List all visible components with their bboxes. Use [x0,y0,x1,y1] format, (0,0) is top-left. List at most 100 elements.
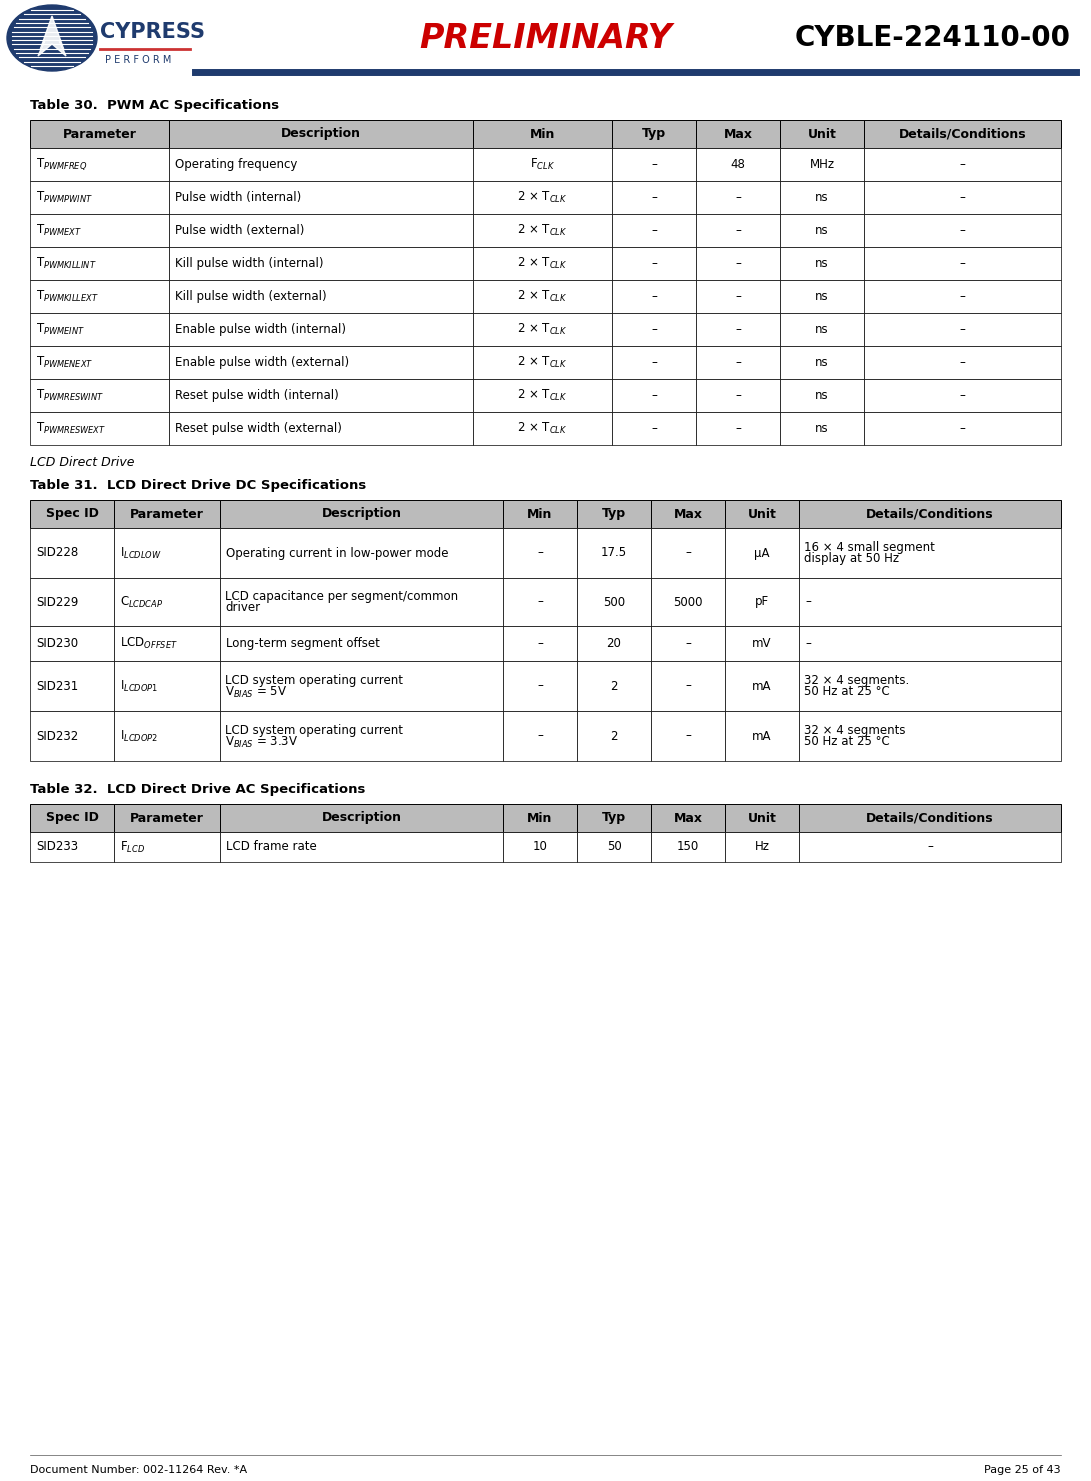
Bar [696,280,780,312]
Bar [503,626,577,661]
Text: LCD capacitance per segment/common: LCD capacitance per segment/common [225,589,458,603]
Bar [473,412,612,444]
Text: Description: Description [322,812,401,825]
Text: 32 × 4 segments.: 32 × 4 segments. [804,674,909,687]
Text: –: – [651,323,657,336]
Text: –: – [537,546,543,560]
Bar [29,529,113,578]
Text: –: – [927,841,933,853]
Bar [864,120,1062,148]
Text: ns: ns [815,224,829,237]
Text: Max: Max [673,812,703,825]
Bar [726,832,799,862]
Text: –: – [735,258,741,270]
Text: T$_{PWMKILLINT}$: T$_{PWMKILLINT}$ [36,256,97,271]
Text: –: – [685,546,691,560]
Text: T$_{PWMEXT}$: T$_{PWMEXT}$ [36,224,82,238]
Bar [473,120,612,148]
Text: Typ: Typ [602,508,626,520]
Text: SID228: SID228 [36,546,79,560]
Text: Spec ID: Spec ID [46,508,98,520]
Text: –: – [805,637,811,650]
Bar [612,247,696,280]
Bar [473,247,612,280]
Text: 500: 500 [603,595,625,609]
Text: –: – [651,390,657,401]
Bar [473,347,612,379]
Bar [169,379,473,412]
Bar [577,578,651,626]
Bar [864,412,1062,444]
Bar [780,181,864,213]
Text: 48: 48 [731,158,745,170]
Bar [726,529,799,578]
Text: –: – [960,422,966,435]
Bar [220,626,503,661]
Bar [612,148,696,181]
Bar [29,347,169,379]
Bar [113,578,220,626]
Text: –: – [960,191,966,204]
Bar [651,661,726,711]
Text: Parameter: Parameter [130,508,204,520]
Bar [29,661,113,711]
Bar [503,578,577,626]
Text: Hz: Hz [755,841,769,853]
Bar [864,247,1062,280]
Text: 2 × T$_{CLK}$: 2 × T$_{CLK}$ [517,321,567,338]
Bar [799,529,1062,578]
Text: V$_{BIAS}$ = 3.3V: V$_{BIAS}$ = 3.3V [225,735,298,749]
Text: Reset pulse width (external): Reset pulse width (external) [175,422,341,435]
Text: –: – [651,290,657,304]
Text: T$_{PWMPWINT}$: T$_{PWMPWINT}$ [36,190,93,204]
Text: –: – [960,158,966,170]
Bar [113,711,220,761]
Text: F$_{LCD}$: F$_{LCD}$ [120,840,145,855]
Text: Table 30.  PWM AC Specifications: Table 30. PWM AC Specifications [29,99,279,111]
Text: SID233: SID233 [36,841,79,853]
Text: –: – [735,224,741,237]
Text: SID231: SID231 [36,680,79,693]
Text: 10: 10 [532,841,548,853]
Text: pF: pF [755,595,769,609]
Text: 2 × T$_{CLK}$: 2 × T$_{CLK}$ [517,289,567,304]
Bar [696,148,780,181]
Bar [799,626,1062,661]
Text: –: – [960,290,966,304]
Text: Max: Max [723,127,753,141]
Bar [864,379,1062,412]
Bar [220,501,503,529]
Bar [169,412,473,444]
Bar [726,661,799,711]
Bar [651,626,726,661]
Bar [577,626,651,661]
Bar [29,247,169,280]
Bar [503,804,577,832]
Text: Kill pulse width (external): Kill pulse width (external) [175,290,326,304]
Text: Table 31.  LCD Direct Drive DC Specifications: Table 31. LCD Direct Drive DC Specificat… [29,478,367,492]
Bar [612,412,696,444]
Text: ns: ns [815,323,829,336]
Bar [503,501,577,529]
Text: Long-term segment offset: Long-term segment offset [226,637,380,650]
Text: –: – [735,355,741,369]
Text: SID230: SID230 [36,637,79,650]
Bar [696,213,780,247]
Bar [696,312,780,347]
Bar [612,347,696,379]
Bar [220,804,503,832]
Text: –: – [735,323,741,336]
Bar [780,148,864,181]
Bar [696,379,780,412]
Bar [473,312,612,347]
Bar [29,626,113,661]
Text: Details/Conditions: Details/Conditions [866,508,994,520]
Text: display at 50 Hz: display at 50 Hz [804,552,899,566]
Text: Min: Min [527,812,553,825]
Bar [113,832,220,862]
Text: CYBLE-224110-00: CYBLE-224110-00 [795,24,1071,52]
Text: 2 × T$_{CLK}$: 2 × T$_{CLK}$ [517,421,567,435]
Bar [113,501,220,529]
Bar [577,832,651,862]
Text: Kill pulse width (internal): Kill pulse width (internal) [175,258,324,270]
